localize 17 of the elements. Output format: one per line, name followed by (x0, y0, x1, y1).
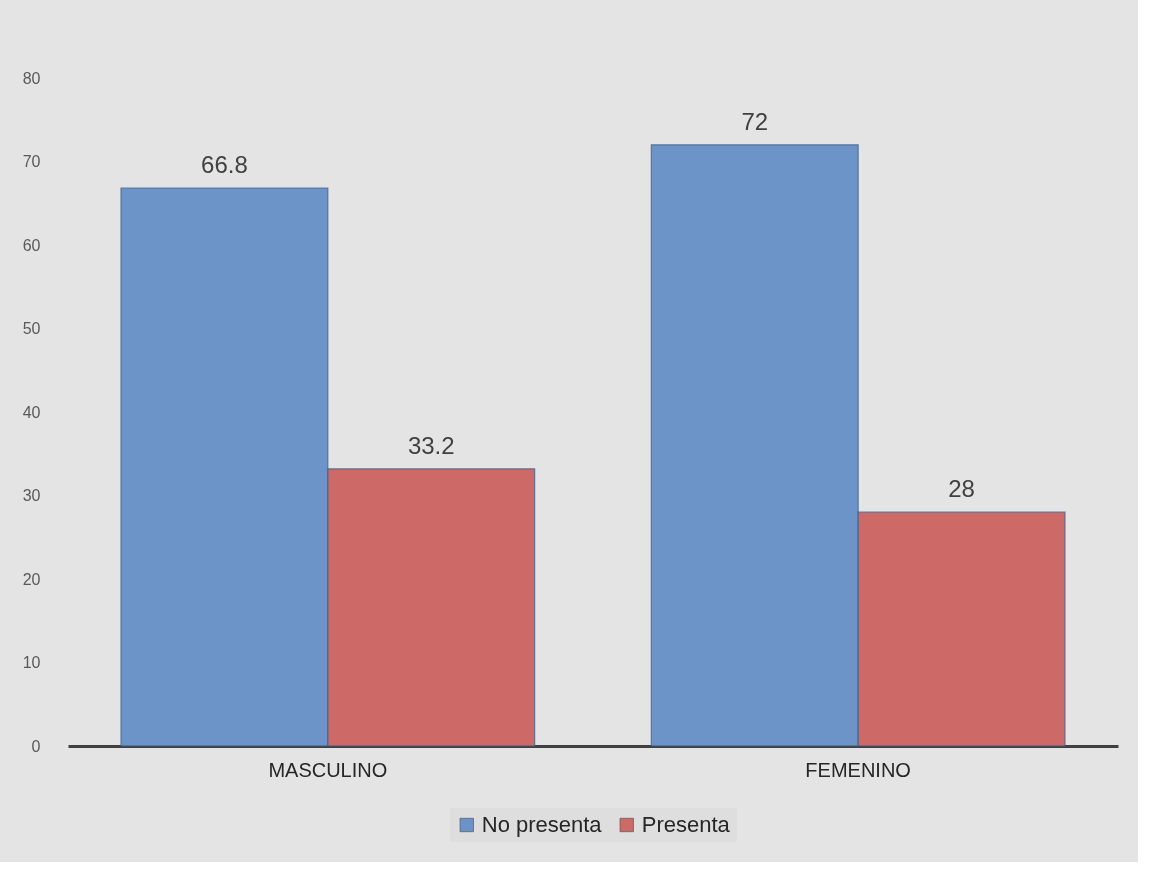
y-tick-label: 10 (22, 654, 41, 671)
y-tick-label: 70 (22, 153, 41, 170)
y-tick-label: 20 (22, 570, 41, 588)
y-tick-label: 60 (22, 236, 41, 254)
data-label: 28 (948, 475, 975, 503)
y-tick-label: 80 (22, 69, 41, 87)
legend-label: No presenta (481, 812, 603, 837)
data-label: 66.8 (201, 151, 248, 179)
y-tick-label: 30 (22, 487, 41, 504)
x-tick-label: MASCULINO (268, 758, 388, 781)
data-label: 33.2 (407, 431, 455, 459)
y-tick-label: 0 (31, 737, 41, 755)
y-tick-label: 40 (22, 403, 41, 421)
legend-label: Presenta (641, 812, 731, 837)
x-tick-label: FEMENINO (805, 758, 911, 781)
y-tick-label: 50 (22, 320, 41, 337)
data-label: 72 (741, 107, 769, 135)
